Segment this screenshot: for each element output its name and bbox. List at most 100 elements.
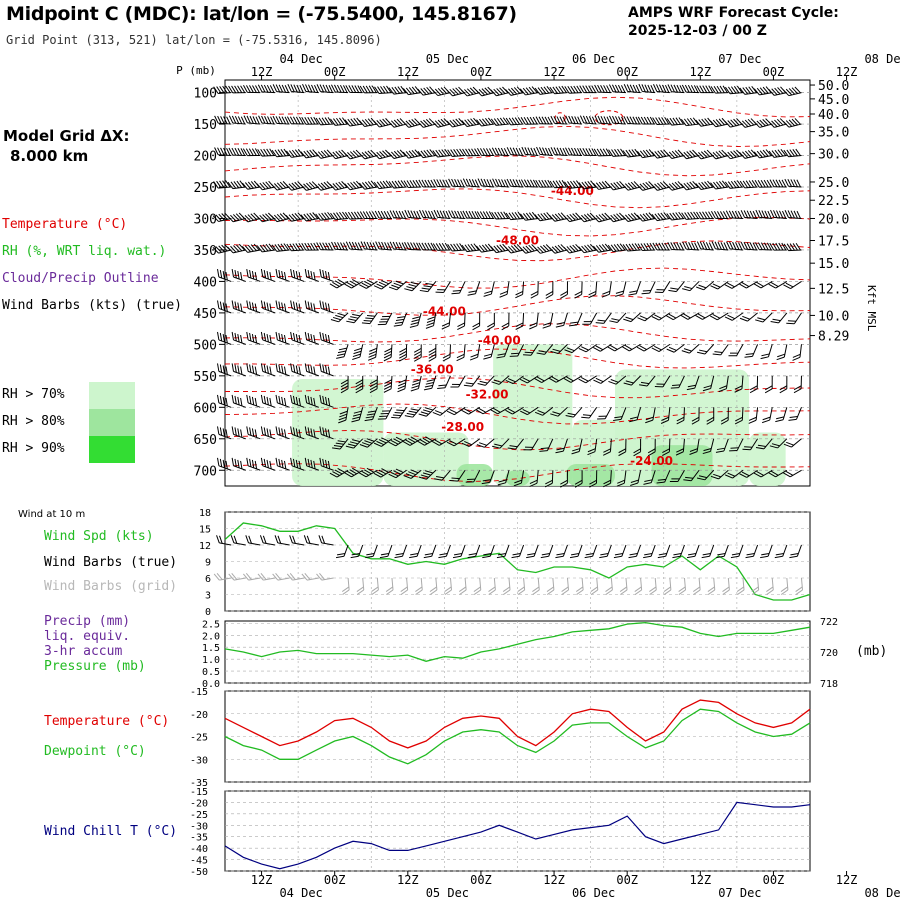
wind-barb-staff [262, 307, 276, 314]
wind-barb-feather [246, 300, 249, 309]
wind-barb-staff [247, 339, 261, 345]
wind-barb-feather [683, 151, 690, 159]
wind-barb-feather [437, 87, 445, 95]
wind-barb-feather [608, 149, 614, 157]
wind-barb-feather [425, 436, 433, 442]
wind-barb-feather [739, 180, 746, 189]
wind-barb-staff [767, 544, 773, 557]
wind-barb-feather [315, 117, 321, 126]
wind-barb [696, 469, 715, 481]
wind-barb-feather [236, 180, 243, 188]
wind-barb [710, 281, 729, 290]
wind-barb-staff [598, 122, 612, 125]
wind-barb-feather [254, 272, 258, 281]
wind-barb-feather [516, 86, 523, 94]
wind-barb-feather [292, 332, 296, 342]
wind-barb-feather [646, 243, 652, 251]
wind-barb [271, 148, 290, 158]
wind-barb-staff [515, 438, 524, 450]
wind-barb-staff [422, 216, 436, 219]
wind-barb-feather [479, 380, 488, 384]
wind-barb-feather [601, 244, 608, 251]
rh70-swatch [89, 382, 135, 409]
wind-barb-feather [434, 410, 443, 415]
wind-barb-staff [416, 544, 422, 557]
wind-barb-feather [336, 117, 342, 126]
wind-barb-feather [685, 241, 690, 250]
wind-barb-feather [662, 451, 670, 456]
wind-barb-feather [357, 242, 363, 251]
wind-barb-feather [748, 416, 757, 421]
wind-barb-staff [437, 92, 451, 97]
wind-barb-feather [219, 458, 223, 467]
wind-barb-feather [794, 86, 801, 94]
wind-barb-feather [603, 85, 608, 93]
wind-barb-feather [444, 586, 452, 592]
wind-barb-feather [434, 120, 442, 127]
wind-barb-staff [247, 465, 261, 471]
wind-barb-feather [587, 180, 594, 188]
wind-barb [748, 407, 759, 424]
wind-barb-feather [550, 147, 555, 155]
wind-barb-feather [251, 396, 255, 406]
wind-barb-feather [676, 419, 685, 425]
wind-barb [724, 85, 744, 95]
wind-barb [316, 84, 334, 94]
wind-barb-feather [361, 182, 368, 190]
wind-barb-staff [654, 577, 657, 590]
wind-barb-feather [350, 182, 357, 189]
wind-barb-staff [700, 248, 714, 251]
wind-barb [389, 241, 407, 251]
wind-barb-staff [427, 281, 437, 292]
wind-barb-feather [512, 147, 518, 156]
wind-barb-staff [479, 577, 482, 590]
wind-barb [607, 343, 627, 352]
wind-barb-feather [474, 179, 480, 188]
wind-barb-feather [667, 84, 672, 92]
wind-barb-feather [480, 178, 485, 187]
wind-barb [212, 244, 232, 254]
wind-barb [389, 210, 407, 219]
wind-barb-staff [391, 577, 394, 590]
wind-barb [388, 180, 407, 189]
wind-barb-feather [231, 457, 234, 466]
wind-barb-feather [319, 242, 324, 250]
wind-barb-feather [475, 89, 483, 97]
wind-barb-feather [744, 119, 752, 127]
wind-barb-feather [489, 179, 494, 188]
wind-barb-feather [405, 87, 412, 95]
wind-barb-staff [464, 577, 467, 590]
wind-barb [505, 375, 524, 385]
wind-barb-staff [353, 312, 364, 324]
wind-barb-staff [774, 123, 787, 128]
surface-wind-barb-true [335, 544, 349, 559]
wind-barb [228, 85, 246, 94]
wind-barb-feather [240, 272, 243, 281]
wind-barb-staff [554, 122, 568, 125]
wind-barb-feather [327, 429, 331, 438]
wind-barb-feather [269, 366, 272, 375]
wind-barb-staff [305, 155, 319, 159]
wind-barb [564, 343, 583, 354]
wind-barb-staff [671, 123, 685, 126]
wind-barb-feather [452, 555, 462, 559]
wind-barb-staff [671, 248, 685, 251]
wind-barb-feather [673, 552, 682, 556]
wind-barb-feather [248, 535, 252, 544]
wind-barb-staff [771, 577, 774, 590]
wind-barb-feather [713, 473, 722, 478]
wind-barb-feather [263, 427, 267, 436]
wind-barb-feather [711, 241, 716, 250]
wind-barb-staff [525, 153, 539, 157]
wind-barb-staff [233, 370, 246, 377]
wind-barb-feather [342, 589, 350, 595]
wind-barb-feather [308, 84, 313, 93]
wind-barb [373, 149, 393, 160]
wind-barb-feather [379, 321, 388, 323]
wind-barb-feather [352, 416, 361, 420]
wind-barb-feather [482, 211, 488, 219]
wind-barb-feather [783, 149, 789, 158]
wind-barb-feather [712, 283, 721, 288]
wind-barb-feather [336, 212, 342, 220]
wind-barb-feather [365, 555, 374, 559]
